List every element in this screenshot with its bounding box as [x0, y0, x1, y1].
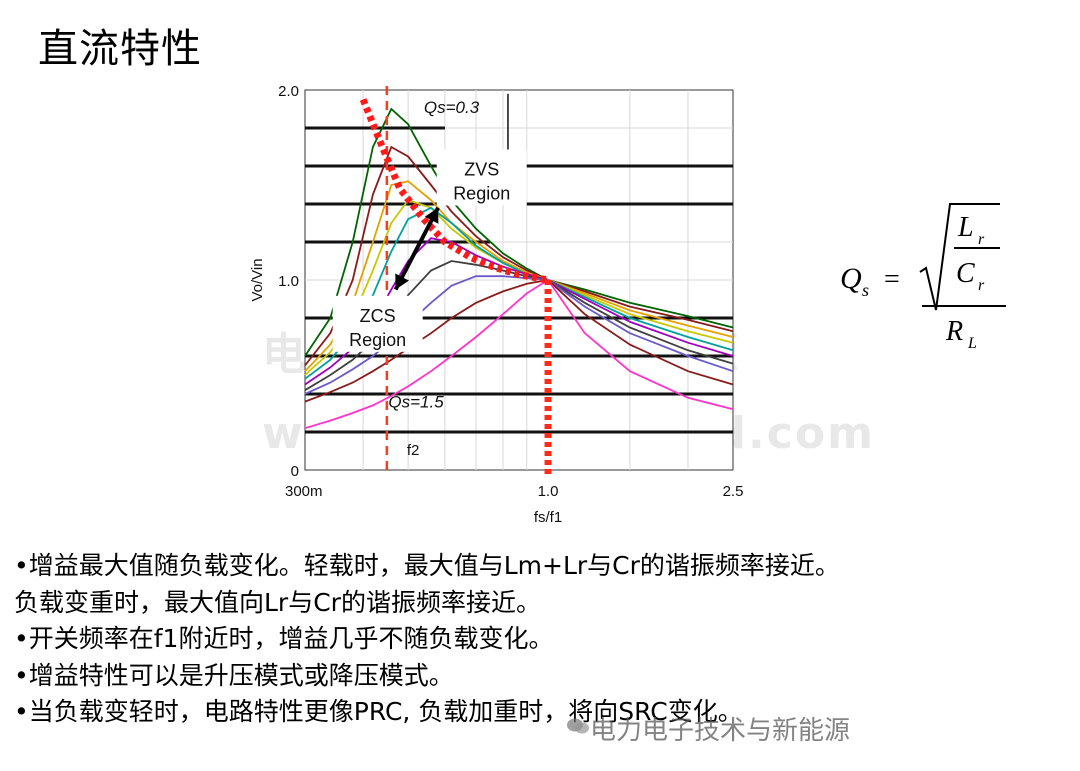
annotation-label-3: ZVS	[464, 160, 499, 180]
peak-boundary-curve	[359, 98, 549, 284]
bullet-item: 负载变重时，最大值向Lr与Cr的谐振频率接近。	[14, 587, 541, 617]
y-tick-label: 2.0	[278, 83, 299, 100]
formula-num-bottom: C	[956, 258, 975, 289]
sqrt-symbol	[919, 203, 1000, 311]
x-tick-label: 1.0	[538, 483, 559, 500]
annotation-label-4: Region	[349, 330, 406, 350]
formula-num-bottom-sub: r	[978, 277, 985, 294]
arrow-head-down	[395, 273, 409, 290]
gain-curve-8	[304, 275, 734, 395]
x-tick-label: 2.5	[723, 483, 744, 500]
bullet-item: •增益特性可以是升压模式或降压模式。	[14, 660, 454, 690]
gain-curve-9	[304, 279, 734, 403]
formula-num-top-sub: r	[978, 231, 985, 248]
region-arrow-shaft	[393, 206, 440, 291]
gain-curve-10	[304, 278, 734, 430]
y-tick-label: 1.0	[278, 273, 299, 290]
wechat-logo-icon	[567, 718, 589, 734]
gain-curve-4	[304, 199, 734, 376]
formula-denominator-sub: L	[967, 335, 977, 352]
bullet-item: •当负载变轻时，电路特性更像PRC, 负载加重时，将向SRC变化。	[14, 697, 743, 726]
formula-num-top: L	[957, 212, 974, 243]
marker-label-f2: f2	[407, 442, 420, 459]
annotation-bg	[436, 149, 527, 206]
annotation-bg	[332, 295, 423, 352]
annotation-label-2: Qs=1.5	[388, 392, 444, 411]
formula-denominator: R	[945, 316, 963, 347]
gain-curve-1	[304, 107, 734, 357]
annotation-label-4: ZCS	[360, 306, 396, 326]
arrow-head-up	[424, 207, 439, 224]
x-tick-label: 300m	[285, 483, 323, 500]
slide-title: 直流特性	[38, 26, 202, 72]
y-axis-label: Vo/Vin	[249, 258, 266, 301]
formula-equals: =	[884, 264, 900, 295]
x-axis-label: fs/f1	[534, 509, 562, 526]
qs-formula: Q s = L r C r R L	[840, 203, 1006, 352]
gain-curve-3	[304, 180, 734, 372]
bullet-item: •增益最大值随负载变化。轻载时，最大值与Lm+Lr与Cr的谐振频率接近。	[14, 551, 840, 580]
gain-curve-2	[304, 145, 734, 367]
annotation-label-1: Qs=0.3	[424, 98, 480, 117]
gain-chart: Qs=0.3 Qs=1.5 ZVS Region ZCS Region f2 0 1.0 2.0 3…	[249, 83, 744, 526]
annotation-label-3: Region	[453, 184, 510, 204]
bullet-list: •增益最大值随负载变化。轻载时，最大值与Lm+Lr与Cr的谐振频率接近。 负载变…	[14, 548, 1080, 731]
bullet-item: •开关频率在f1附近时，增益几乎不随负载变化。	[14, 624, 554, 653]
y-tick-label: 0	[291, 463, 299, 480]
formula-lhs: Q	[840, 262, 862, 295]
formula-lhs-sub: s	[862, 280, 869, 300]
